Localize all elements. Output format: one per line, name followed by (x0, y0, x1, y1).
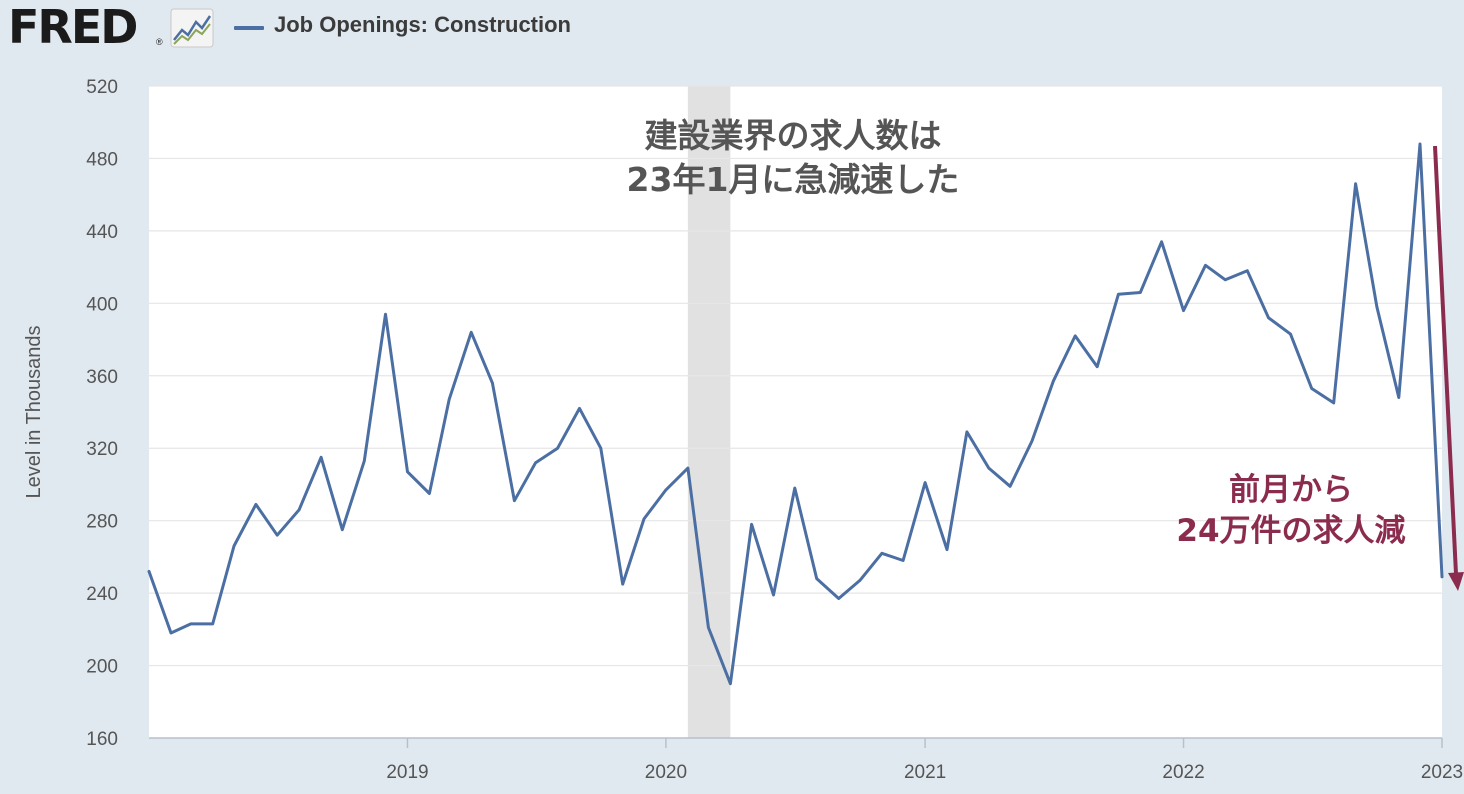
data-point (297, 508, 301, 511)
data-point (1332, 401, 1335, 405)
data-point (1418, 142, 1422, 146)
data-point (750, 523, 753, 526)
annotation-drop-line-1: 前月から (1229, 472, 1353, 508)
data-point (987, 466, 991, 470)
data-point (901, 559, 905, 562)
chart-header: FRED ® Job Openings: Construction (0, 0, 1464, 60)
data-point (686, 466, 690, 470)
data-point (469, 331, 473, 334)
data-point (1030, 439, 1034, 443)
data-point (1008, 485, 1012, 488)
data-point (1375, 305, 1379, 309)
axes: 160 200 240 280 320 360 400 440 480 520 2019 2020 20… (86, 77, 1463, 783)
annotation-drop-line-2: 24万件の求人減 (1176, 513, 1405, 549)
data-point (1074, 334, 1077, 338)
data-point (341, 528, 344, 531)
data-point (169, 631, 173, 635)
y-tick-label: 160 (86, 729, 118, 750)
data-point (923, 481, 927, 484)
data-point (319, 456, 323, 459)
y-tick-label: 480 (86, 149, 118, 170)
data-point (578, 407, 581, 410)
data-point (1182, 309, 1185, 312)
x-tick-label: 2019 (386, 762, 428, 783)
trend-chart-icon (170, 8, 214, 48)
plot-area (149, 86, 1442, 738)
x-tick-label: 2023 (1421, 762, 1463, 783)
y-tick-label: 240 (86, 584, 118, 605)
data-point (254, 503, 258, 506)
data-point (491, 381, 494, 385)
data-point (147, 570, 151, 573)
data-point (1204, 264, 1207, 267)
data-point (837, 597, 840, 600)
y-tick-label: 440 (86, 222, 118, 243)
data-point (772, 593, 775, 597)
data-point (1139, 291, 1142, 294)
data-point (428, 492, 431, 495)
y-tick-label: 280 (86, 512, 118, 533)
series-layer (147, 142, 1444, 686)
y-tick-label: 360 (86, 367, 118, 388)
registered-mark: ® (156, 37, 163, 47)
data-point (232, 544, 236, 548)
data-point (406, 470, 409, 473)
data-point (363, 459, 366, 463)
data-point (1224, 278, 1227, 281)
y-tick-label: 400 (86, 294, 118, 315)
x-tick-label: 2021 (904, 762, 946, 783)
data-point (707, 626, 710, 629)
data-point (815, 577, 818, 580)
drop-arrow (1433, 145, 1464, 591)
annotation-drop: 前月から 24万件の求人減 (1176, 472, 1405, 549)
data-point (275, 533, 279, 537)
data-point (1310, 387, 1313, 390)
annotation-title: 建設業界の求人数は 23年1月に急減速した (627, 116, 960, 199)
data-point (858, 579, 862, 582)
data-point (1160, 240, 1163, 243)
data-point (1440, 575, 1444, 579)
y-tick-label: 520 (86, 77, 118, 98)
drop-arrow-shaft (1433, 145, 1458, 575)
data-point (384, 313, 387, 316)
data-point (1117, 293, 1120, 296)
data-point (880, 552, 884, 555)
y-tick-label: 200 (86, 657, 118, 678)
x-tick-label: 2020 (645, 762, 687, 783)
data-point (1354, 182, 1357, 185)
data-point (1052, 380, 1055, 383)
data-point (664, 488, 668, 492)
y-axis-title: Level in Thousands (23, 325, 45, 498)
x-tick-label: 2022 (1162, 762, 1204, 783)
data-point (793, 486, 796, 490)
data-point (945, 548, 949, 551)
data-point (965, 430, 969, 434)
data-point (211, 622, 214, 626)
data-point (556, 447, 559, 450)
data-point (534, 461, 537, 464)
y-tick-label: 320 (86, 439, 118, 460)
data-point (1267, 316, 1270, 320)
data-point (729, 682, 732, 685)
data-point (513, 499, 516, 502)
data-point (189, 622, 192, 626)
data-point (621, 582, 624, 586)
data-point (448, 398, 451, 401)
data-point (1397, 396, 1401, 399)
data-point (1095, 365, 1099, 368)
fred-logo[interactable]: FRED (8, 0, 138, 54)
data-point (1289, 332, 1292, 336)
data-point (642, 517, 646, 521)
legend-label: Job Openings: Construction (274, 12, 571, 37)
data-point (599, 447, 602, 450)
annotation-title-line-1: 建設業界の求人数は (645, 116, 942, 155)
gridlines (149, 85, 1442, 667)
annotation-title-line-2: 23年1月に急減速した (627, 160, 960, 199)
data-point (1246, 269, 1249, 272)
drop-arrow-head (1448, 572, 1464, 591)
legend-swatch (234, 26, 264, 30)
